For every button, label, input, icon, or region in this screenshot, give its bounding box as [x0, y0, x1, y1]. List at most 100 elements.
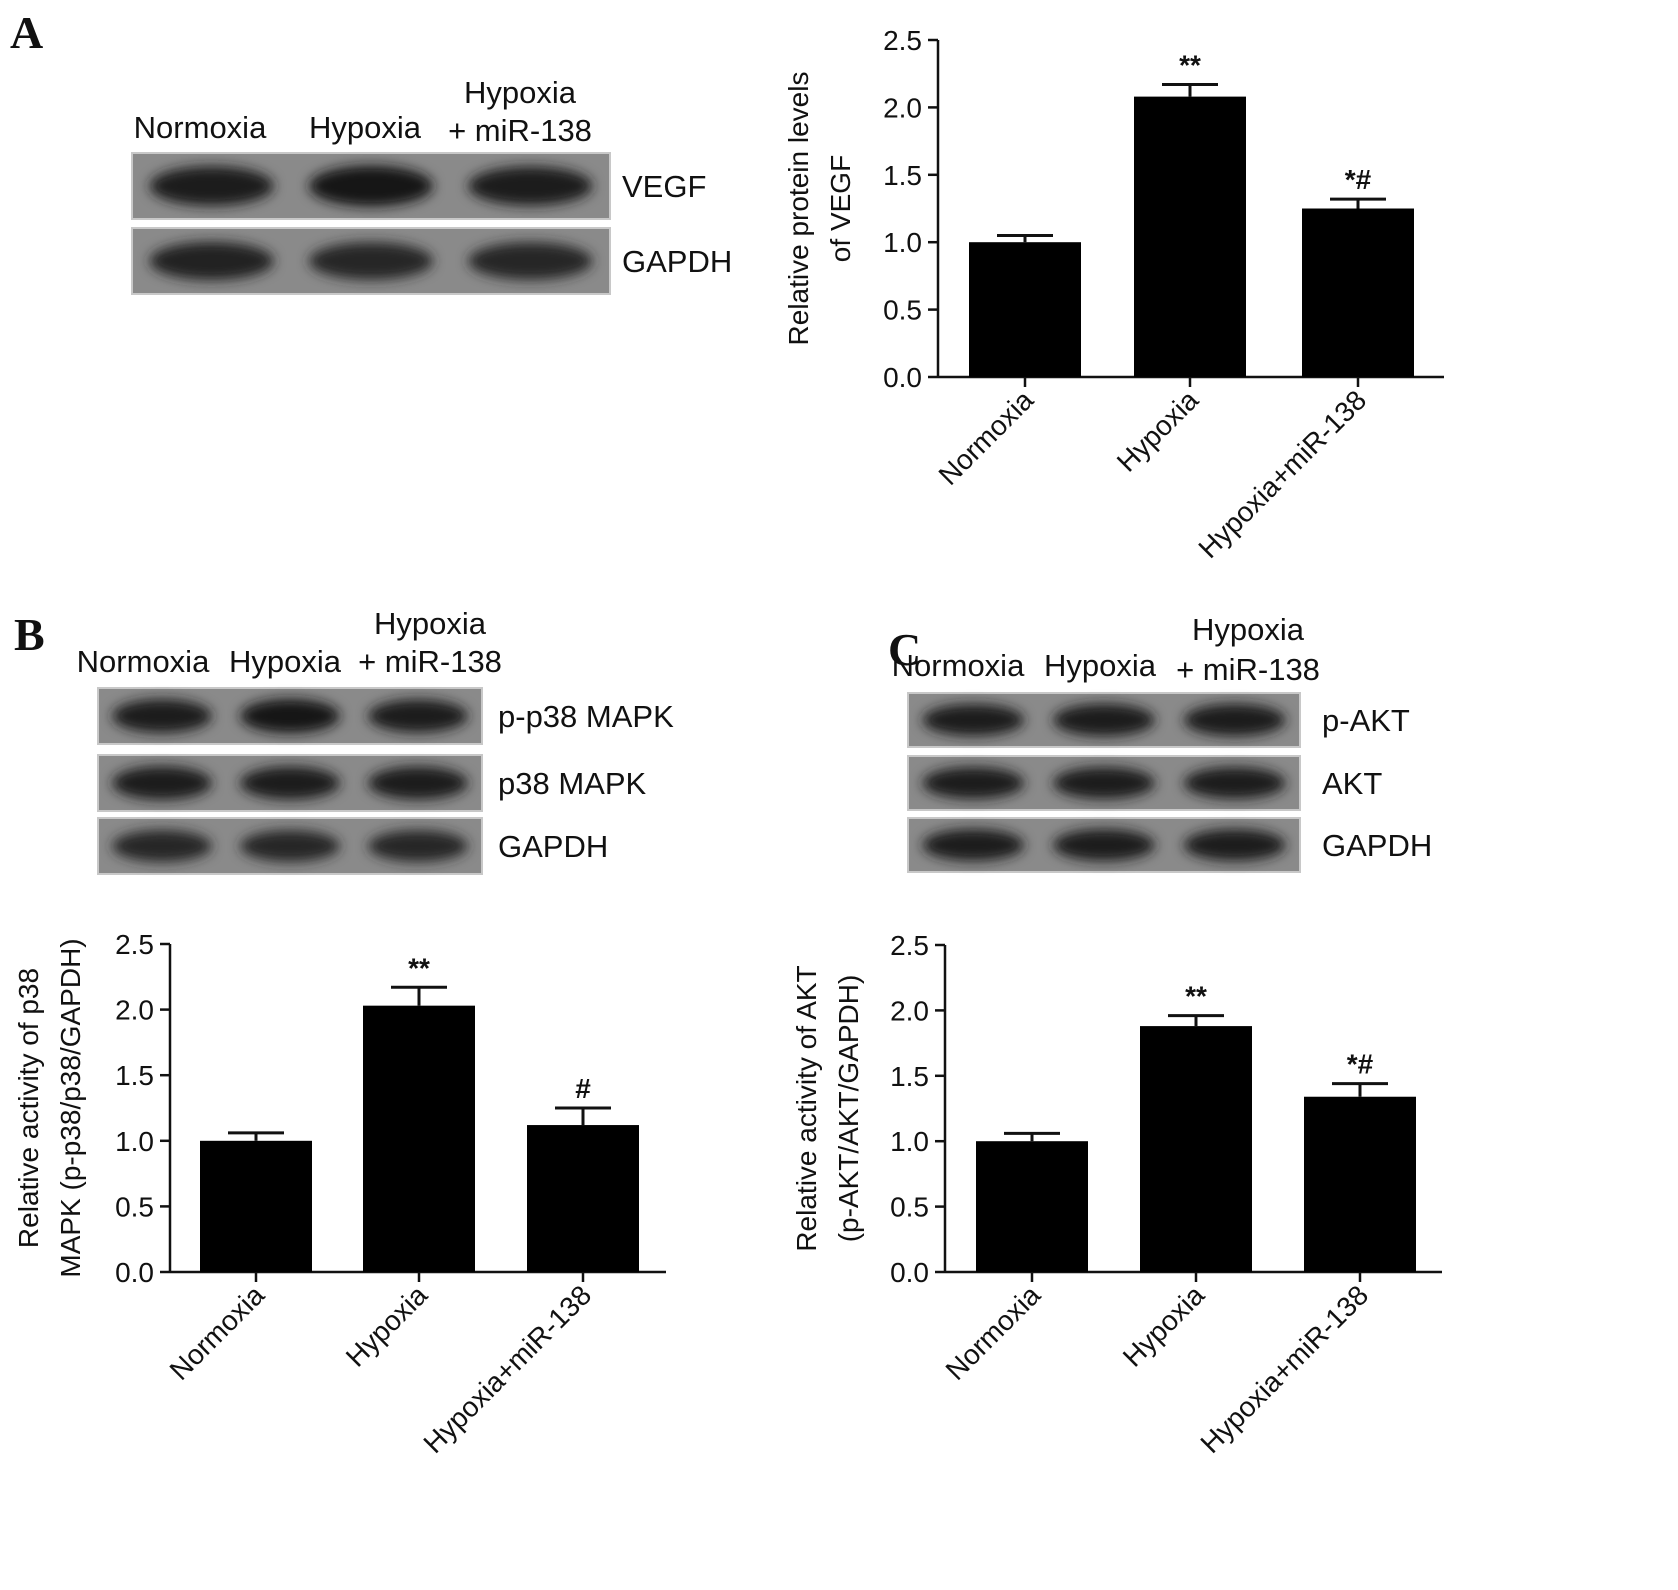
blot-band [1183, 829, 1286, 861]
y-tick-label: 0.0 [890, 1257, 929, 1288]
y-tick-label: 2.5 [890, 930, 929, 961]
blot-band [149, 166, 274, 206]
y-tick-label: 1.0 [883, 227, 922, 258]
blot-band [308, 242, 434, 280]
bar [1134, 96, 1246, 377]
x-tick-label: Hypoxia+miR-138 [1192, 384, 1372, 564]
blot-band [1053, 703, 1155, 737]
bar-chart-b: 0.0 0.5 1.0 1.5 2.0 2.5 Relative activity of p… [13, 929, 666, 1459]
bar [363, 1005, 475, 1272]
y-tick-label: 2.5 [115, 929, 154, 960]
lane-label: + miR-138 [448, 113, 592, 148]
y-axis-title: (p-AKT/AKT/GAPDH) [833, 975, 864, 1243]
y-tick-label: 1.5 [890, 1061, 929, 1092]
lane-label: Normoxia [892, 648, 1025, 683]
y-tick-label: 2.0 [890, 995, 929, 1026]
x-tick-label: Normoxia [164, 1279, 271, 1386]
blot-row-label: p-p38 MAPK [498, 699, 674, 734]
bar-chart-c: 0.0 0.5 1.0 1.5 2.0 2.5 Relative activity of A… [791, 930, 1442, 1459]
blot-band [308, 165, 434, 207]
bar [1304, 1096, 1416, 1272]
y-tick-label: 0.5 [890, 1192, 929, 1223]
blot-band [368, 699, 468, 733]
lane-label: Hypoxia [1044, 648, 1157, 683]
lane-label: Hypoxia [1192, 612, 1305, 647]
y-axis-title: Relative protein levels [783, 72, 814, 346]
blot-band [1053, 829, 1155, 861]
blot-band [368, 830, 468, 862]
y-tick-label: 1.0 [890, 1126, 929, 1157]
panel-letter-c: C [888, 624, 921, 675]
x-tick-label: Hypoxia [340, 1279, 434, 1373]
y-tick-label: 2.0 [115, 995, 154, 1026]
blot-band [240, 830, 340, 862]
lane-label: Normoxia [77, 644, 210, 679]
x-tick-label: Hypoxia [1111, 384, 1205, 478]
blot-band [1183, 767, 1286, 799]
blot-row-label: GAPDH [498, 829, 608, 864]
blot-row-label: GAPDH [622, 244, 732, 279]
x-tick-label: Normoxia [933, 384, 1040, 491]
x-tick-label: Hypoxia [1117, 1279, 1211, 1373]
x-tick-label: Hypoxia+miR-138 [417, 1279, 597, 1459]
panel-letter-b: B [14, 609, 45, 660]
bar [1302, 208, 1414, 377]
blot-band [112, 830, 212, 862]
blot-row-label: VEGF [622, 169, 706, 204]
bar [527, 1125, 639, 1272]
blot-band [112, 699, 212, 733]
lane-label: Hypoxia [374, 606, 487, 641]
y-tick-label: 2.5 [883, 25, 922, 56]
significance-label: ** [1185, 981, 1207, 1012]
blot-band [1053, 767, 1155, 799]
lane-label: + miR-138 [1176, 652, 1320, 687]
y-axis-title: Relative activity of p38 [13, 968, 44, 1248]
blot-band [240, 698, 340, 734]
blot-band [468, 242, 593, 280]
blot-row-label: p-AKT [1322, 703, 1410, 738]
y-tick-label: 1.5 [115, 1060, 154, 1091]
blot-band [149, 241, 274, 281]
blot-band [368, 766, 468, 800]
bar [200, 1140, 312, 1272]
lane-label: Hypoxia [229, 644, 342, 679]
y-axis-title: MAPK (p-p38/p38/GAPDH) [55, 938, 86, 1277]
significance-label: *# [1345, 164, 1372, 195]
y-tick-label: 0.5 [115, 1191, 154, 1222]
significance-label: ** [1179, 49, 1201, 80]
blot-row-label: AKT [1322, 766, 1382, 801]
lane-label: + miR-138 [358, 644, 502, 679]
blot-band [922, 767, 1025, 799]
x-tick-label: Normoxia [940, 1279, 1047, 1386]
lane-label: Normoxia [134, 110, 267, 145]
significance-label: ** [408, 952, 430, 983]
blot-band [240, 766, 340, 800]
x-tick-label: Hypoxia+miR-138 [1194, 1279, 1374, 1459]
y-tick-label: 1.5 [883, 160, 922, 191]
significance-label: *# [1347, 1049, 1374, 1080]
significance-label: # [575, 1073, 591, 1104]
blot-row-label: GAPDH [1322, 828, 1432, 863]
bar [976, 1141, 1088, 1272]
y-tick-label: 2.0 [883, 92, 922, 123]
blot-band [922, 829, 1025, 861]
y-tick-label: 1.0 [115, 1126, 154, 1157]
lane-label: Hypoxia [309, 110, 422, 145]
y-axis-title: Relative activity of AKT [791, 965, 822, 1251]
bar [1140, 1026, 1252, 1272]
blot-row-label: p38 MAPK [498, 766, 647, 801]
y-axis-title: of VEGF [825, 155, 856, 262]
y-tick-label: 0.0 [115, 1257, 154, 1288]
blot-band [112, 766, 212, 800]
blot-band [468, 166, 593, 206]
blot-band [1183, 703, 1286, 737]
y-tick-label: 0.5 [883, 295, 922, 326]
y-tick-label: 0.0 [883, 362, 922, 393]
bar [969, 242, 1081, 377]
panel-letter-a: A [10, 7, 43, 58]
bar-chart-a: 0.0 0.5 1.0 1.5 2.0 2.5 Relative protein level… [783, 25, 1444, 564]
